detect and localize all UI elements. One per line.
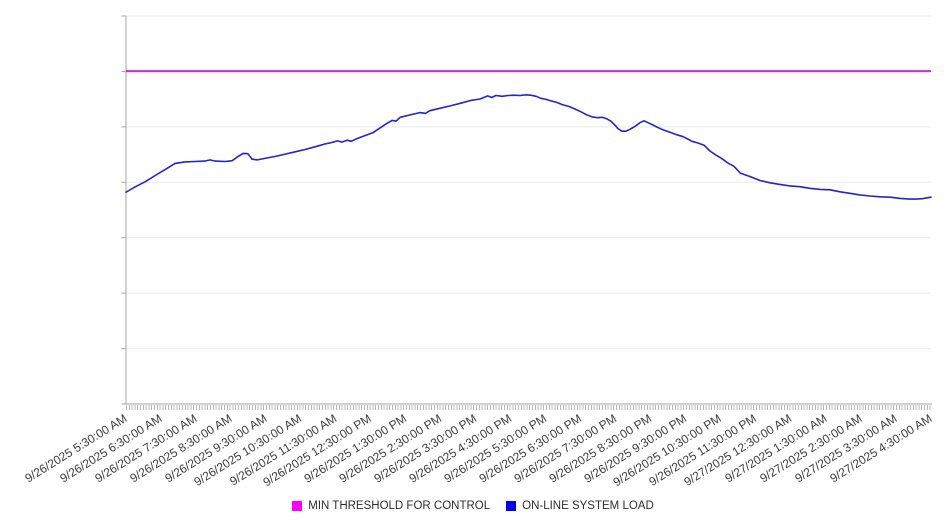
legend-label-threshold: MIN THRESHOLD FOR CONTROL bbox=[308, 500, 491, 512]
axes bbox=[125, 16, 932, 405]
legend-item-min-threshold: MIN THRESHOLD FOR CONTROL bbox=[292, 500, 490, 512]
legend: MIN THRESHOLD FOR CONTROL ON-LINE SYSTEM… bbox=[0, 497, 946, 515]
online-system-load-line bbox=[125, 94, 932, 200]
y-axis-ticks bbox=[121, 15, 126, 405]
threshold-swatch-icon bbox=[292, 501, 303, 511]
legend-label-load: ON-LINE SYSTEM LOAD bbox=[522, 500, 654, 512]
gridlines bbox=[126, 15, 931, 350]
x-axis-minor-ticks bbox=[126, 405, 932, 410]
legend-item-system-load: ON-LINE SYSTEM LOAD bbox=[506, 500, 654, 512]
load-swatch-icon bbox=[506, 501, 517, 511]
